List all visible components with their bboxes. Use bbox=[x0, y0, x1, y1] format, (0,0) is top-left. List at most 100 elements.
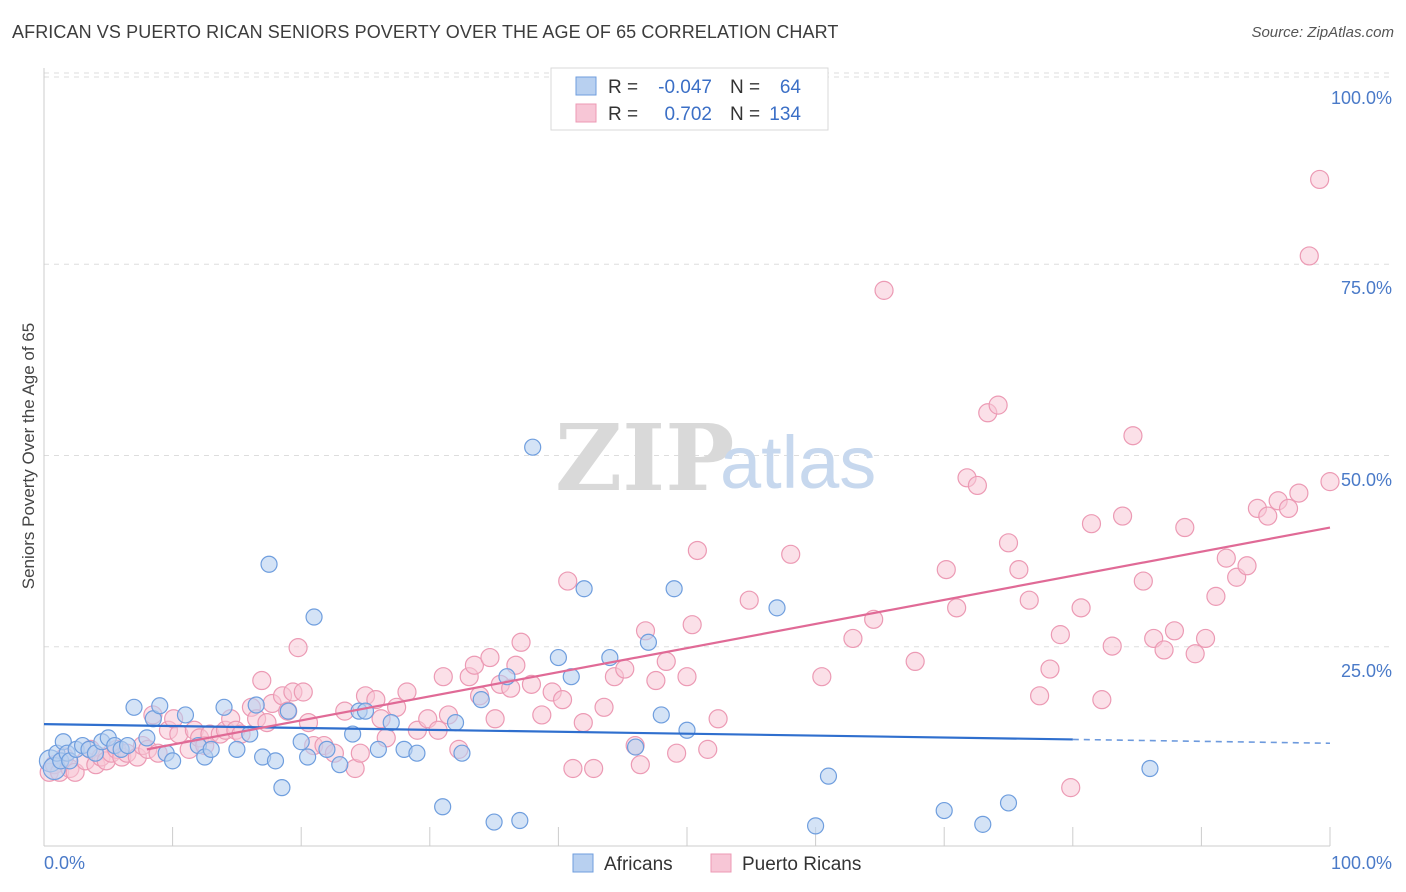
africans-point-25 bbox=[202, 740, 220, 758]
africans-point-22 bbox=[176, 706, 195, 724]
puerto-ricans-point-125 bbox=[1195, 628, 1216, 649]
legend-box: R = -0.047 N = 64 R = 0.702 N = 134 bbox=[550, 67, 829, 131]
puerto-ricans-point-135 bbox=[1299, 246, 1319, 266]
africans-point-50 bbox=[472, 691, 490, 709]
puerto-ricans-point-41 bbox=[288, 638, 308, 658]
puerto-ricans-point-90 bbox=[687, 540, 707, 561]
puerto-ricans-point-117 bbox=[1112, 506, 1133, 526]
puerto-ricans-point-66 bbox=[485, 709, 505, 729]
puerto-ricans-point-108 bbox=[1019, 590, 1039, 610]
africans-point-17 bbox=[138, 729, 156, 747]
puerto-ricans-point-107 bbox=[1009, 559, 1029, 580]
africans-point-37 bbox=[305, 608, 323, 626]
y-axis-label: Seniors Poverty Over the Age of 65 bbox=[19, 323, 38, 589]
axes bbox=[43, 68, 1331, 847]
africans-point-53 bbox=[524, 438, 542, 456]
puerto-ricans-point-63 bbox=[464, 655, 484, 675]
legend-n-value-puerto-ricans: 134 bbox=[769, 104, 801, 125]
chart-title: AFRICAN VS PUERTO RICAN SENIORS POVERTY … bbox=[12, 22, 839, 42]
grid-lines bbox=[44, 72, 1392, 648]
puerto-ricans-point-114 bbox=[1081, 514, 1102, 534]
puerto-ricans-point-122 bbox=[1164, 621, 1185, 641]
puerto-ricans-point-94 bbox=[781, 544, 801, 564]
legend-r-label-puerto-ricans: R = bbox=[608, 104, 638, 125]
puerto-ricans-point-78 bbox=[584, 758, 604, 779]
puerto-ricans-point-70 bbox=[511, 632, 531, 652]
puerto-ricans-point-131 bbox=[1258, 506, 1278, 526]
legend-africans-swatch bbox=[575, 76, 597, 96]
puerto-ricans-point-71 bbox=[521, 674, 542, 694]
puerto-ricans-point-99 bbox=[905, 651, 925, 672]
puerto-ricans-point-59 bbox=[433, 667, 453, 687]
puerto-ricans-point-83 bbox=[630, 755, 650, 775]
puerto-ricans-point-87 bbox=[667, 743, 687, 763]
puerto-ricans-point-49 bbox=[350, 743, 370, 763]
africans-point-32 bbox=[266, 752, 285, 770]
puerto-ricans-trend-line bbox=[146, 526, 1331, 751]
puerto-ricans-point-106 bbox=[998, 533, 1019, 553]
africans-point-26 bbox=[215, 698, 233, 716]
bottom-legend-puerto-ricans-swatch bbox=[710, 853, 732, 873]
africans-point-61 bbox=[652, 706, 670, 724]
africans-point-70 bbox=[1141, 759, 1159, 778]
legend-r-value-africans: -0.047 bbox=[658, 77, 712, 98]
africans-point-21 bbox=[164, 752, 182, 770]
africans-trend-line bbox=[43, 723, 1073, 741]
africans-point-69 bbox=[999, 794, 1018, 812]
africans-point-48 bbox=[446, 713, 465, 732]
legend-n-label-puerto-ricans: N = bbox=[730, 104, 760, 125]
puerto-ricans-point-113 bbox=[1071, 598, 1091, 618]
puerto-ricans-point-86 bbox=[656, 651, 676, 672]
africans-point-27 bbox=[228, 740, 246, 758]
africans-point-43 bbox=[369, 740, 387, 758]
africans-point-65 bbox=[806, 817, 825, 835]
africans-point-60 bbox=[639, 633, 658, 651]
puerto-ricans-point-76 bbox=[563, 758, 583, 779]
africans-point-49 bbox=[453, 744, 471, 762]
trend-lines bbox=[43, 526, 1331, 751]
puerto-ricans-point-123 bbox=[1175, 517, 1195, 538]
watermark-atlas: atlas bbox=[720, 421, 876, 504]
africans-point-67 bbox=[935, 801, 953, 820]
puerto-ricans-point-75 bbox=[558, 571, 578, 591]
puerto-ricans-point-119 bbox=[1133, 571, 1153, 591]
africans-point-35 bbox=[292, 733, 310, 751]
africans-point-36 bbox=[299, 748, 317, 766]
puerto-ricans-point-124 bbox=[1185, 644, 1205, 664]
africans-points bbox=[38, 438, 1159, 835]
puerto-ricans-point-81 bbox=[615, 659, 635, 679]
puerto-ricans-point-103 bbox=[967, 475, 987, 496]
puerto-ricans-point-35 bbox=[252, 670, 272, 691]
puerto-ricans-point-85 bbox=[646, 670, 666, 691]
puerto-ricans-point-96 bbox=[843, 628, 863, 649]
africans-point-46 bbox=[408, 744, 426, 762]
africans-point-54 bbox=[511, 811, 529, 830]
source-label: Source: ZipAtlas.com bbox=[1251, 24, 1394, 41]
puerto-ricans-point-89 bbox=[682, 615, 702, 635]
africans-point-42 bbox=[356, 702, 375, 720]
puerto-ricans-point-105 bbox=[988, 395, 1008, 415]
africans-point-64 bbox=[768, 599, 786, 617]
legend-puerto-ricans-swatch bbox=[575, 103, 597, 123]
puerto-ricans-point-129 bbox=[1237, 556, 1257, 576]
puerto-ricans-point-55 bbox=[397, 682, 417, 702]
africans-point-19 bbox=[151, 697, 169, 715]
africans-point-62 bbox=[665, 580, 683, 598]
puerto-ricans-point-134 bbox=[1289, 483, 1309, 503]
bottom-legend-puerto-ricans-label: Puerto Ricans bbox=[742, 854, 861, 875]
puerto-ricans-point-115 bbox=[1092, 690, 1112, 710]
africans-point-51 bbox=[485, 813, 503, 831]
puerto-ricans-point-137 bbox=[1320, 472, 1340, 492]
africans-point-59 bbox=[626, 738, 645, 756]
puerto-ricans-point-93 bbox=[739, 590, 759, 610]
puerto-ricans-point-51 bbox=[366, 690, 386, 710]
y-tick-label-75: 75.0% bbox=[1341, 278, 1392, 298]
bottom-legend-africans-label: Africans bbox=[604, 854, 673, 875]
puerto-ricans-point-98 bbox=[874, 280, 894, 300]
puerto-ricans-point-112 bbox=[1061, 778, 1081, 798]
puerto-ricans-point-92 bbox=[708, 709, 728, 729]
africans-point-68 bbox=[974, 815, 992, 833]
y-tick-label-50: 50.0% bbox=[1341, 470, 1392, 490]
africans-point-38 bbox=[318, 740, 336, 758]
